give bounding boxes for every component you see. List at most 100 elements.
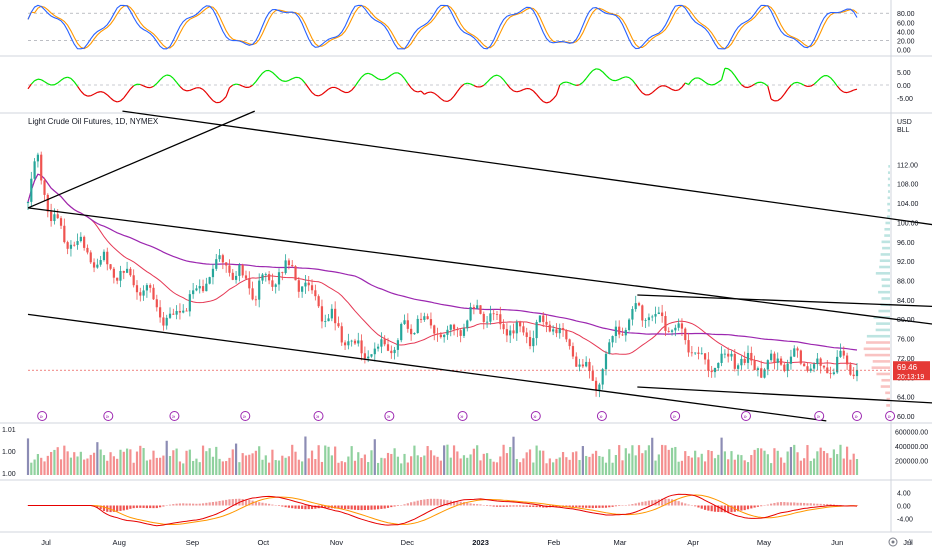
candle[interactable]: [803, 362, 806, 367]
candle[interactable]: [618, 320, 621, 339]
candle[interactable]: [452, 323, 456, 336]
candle[interactable]: [657, 306, 660, 315]
candle[interactable]: [36, 152, 40, 168]
candle[interactable]: [76, 233, 79, 250]
candle[interactable]: [684, 327, 687, 345]
candle[interactable]: [822, 365, 826, 370]
candle[interactable]: [485, 315, 489, 328]
candle[interactable]: [297, 276, 300, 298]
candle[interactable]: [528, 330, 532, 350]
auto-scale-button[interactable]: A: [907, 538, 913, 547]
candle[interactable]: [125, 261, 129, 274]
candle[interactable]: [565, 329, 568, 343]
candle[interactable]: [670, 329, 674, 336]
candle[interactable]: [324, 314, 327, 328]
candle[interactable]: [740, 355, 743, 370]
candle[interactable]: [112, 266, 115, 284]
candle[interactable]: [89, 250, 92, 264]
candle[interactable]: [446, 325, 449, 340]
candle[interactable]: [614, 320, 617, 343]
candle[interactable]: [522, 321, 525, 336]
candle[interactable]: [376, 343, 380, 352]
candle[interactable]: [713, 367, 717, 378]
candle[interactable]: [139, 287, 142, 302]
candle[interactable]: [241, 263, 244, 278]
trendline-support-rising[interactable]: [27, 110, 255, 209]
candle[interactable]: [261, 272, 264, 284]
candle[interactable]: [363, 346, 366, 364]
candle[interactable]: [221, 253, 224, 270]
candle[interactable]: [512, 323, 515, 339]
candle[interactable]: [162, 311, 165, 331]
candle[interactable]: [697, 346, 700, 360]
candle[interactable]: [79, 232, 82, 243]
event-marker[interactable]: »: [740, 411, 751, 421]
candle[interactable]: [495, 311, 499, 320]
candle[interactable]: [727, 347, 730, 363]
candle[interactable]: [63, 218, 66, 244]
event-marker[interactable]: »: [530, 411, 541, 421]
candle[interactable]: [555, 323, 558, 338]
candle[interactable]: [238, 262, 241, 282]
candle[interactable]: [46, 193, 49, 218]
candle[interactable]: [601, 367, 604, 390]
candle[interactable]: [628, 318, 631, 332]
candle[interactable]: [357, 332, 360, 347]
candle[interactable]: [667, 327, 670, 333]
candle[interactable]: [786, 359, 789, 378]
candle[interactable]: [809, 364, 812, 373]
candle[interactable]: [519, 320, 522, 333]
candle[interactable]: [390, 345, 393, 359]
trendlines[interactable]: [27, 110, 932, 422]
candle[interactable]: [211, 263, 215, 285]
candle[interactable]: [766, 359, 769, 376]
current-price-tag[interactable]: 69.46 20:13:19: [893, 361, 930, 381]
candle[interactable]: [535, 319, 538, 346]
candle[interactable]: [165, 314, 168, 330]
candle[interactable]: [743, 351, 746, 366]
candle[interactable]: [439, 332, 442, 339]
candle[interactable]: [581, 358, 584, 369]
candle[interactable]: [839, 343, 842, 358]
candle[interactable]: [234, 270, 238, 284]
candle[interactable]: [832, 368, 835, 376]
event-marker[interactable]: »: [670, 411, 681, 421]
candle[interactable]: [680, 318, 684, 336]
candle[interactable]: [852, 367, 855, 380]
candle[interactable]: [479, 305, 482, 315]
candle[interactable]: [816, 352, 819, 371]
candle[interactable]: [449, 324, 452, 337]
candle[interactable]: [175, 305, 178, 320]
candle[interactable]: [558, 323, 561, 339]
candle[interactable]: [756, 366, 760, 377]
candle[interactable]: [849, 362, 852, 376]
candle[interactable]: [505, 323, 509, 343]
candle[interactable]: [400, 322, 403, 343]
trendline-support[interactable]: [637, 386, 932, 404]
candle[interactable]: [218, 248, 221, 262]
settings-icon[interactable]: [888, 537, 898, 547]
candle[interactable]: [502, 319, 505, 334]
candle[interactable]: [122, 270, 125, 280]
candle[interactable]: [106, 247, 109, 271]
trendline-resistance[interactable]: [637, 294, 932, 308]
candle[interactable]: [145, 283, 149, 298]
candle[interactable]: [806, 363, 809, 373]
candle[interactable]: [277, 268, 281, 291]
candle[interactable]: [155, 294, 158, 312]
candle[interactable]: [456, 326, 459, 338]
candle[interactable]: [779, 356, 783, 366]
candle[interactable]: [320, 299, 324, 329]
candle[interactable]: [195, 285, 198, 292]
candle[interactable]: [796, 346, 799, 358]
candle[interactable]: [327, 313, 330, 322]
candle[interactable]: [56, 209, 59, 219]
candle[interactable]: [489, 305, 492, 325]
candle[interactable]: [83, 235, 86, 251]
candle[interactable]: [231, 269, 234, 281]
candle[interactable]: [159, 300, 162, 323]
event-marker[interactable]: »: [885, 411, 896, 421]
candle[interactable]: [386, 337, 390, 352]
candle[interactable]: [30, 171, 33, 207]
